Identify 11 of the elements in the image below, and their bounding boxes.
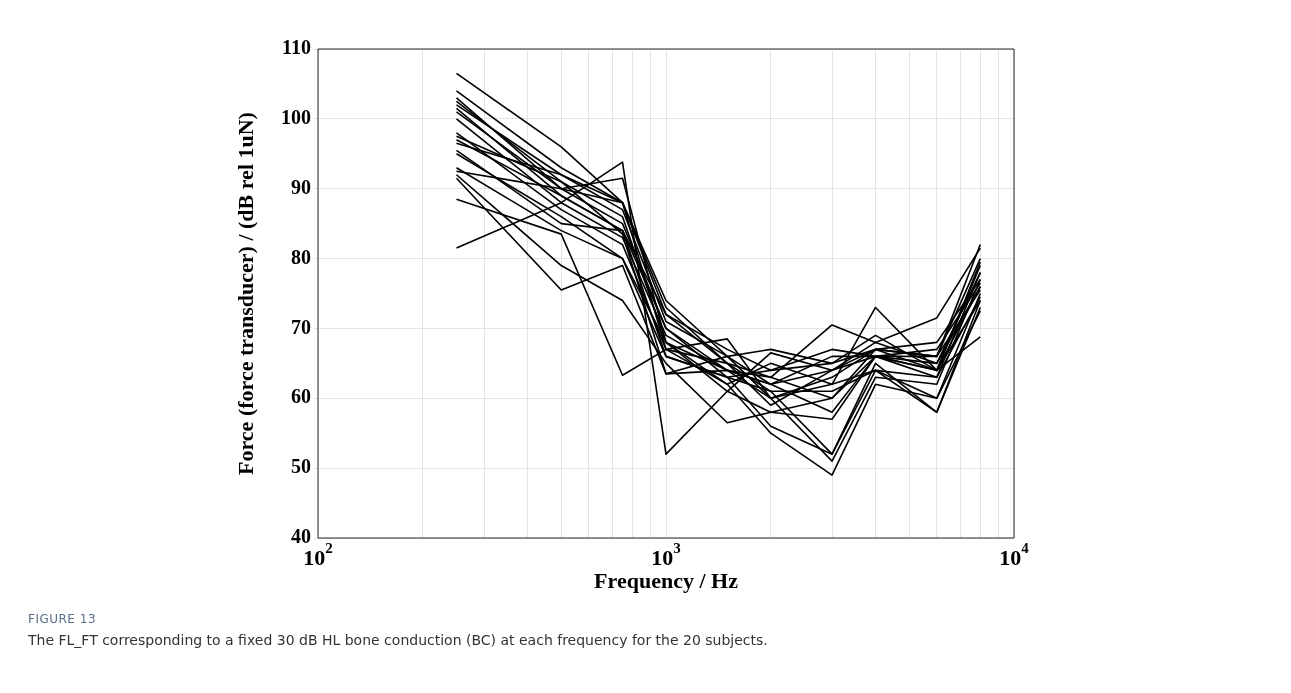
y-tick-label: 70 (291, 315, 311, 338)
y-tick-label: 80 (291, 245, 311, 268)
y-tick-label: 110 (282, 36, 311, 59)
y-tick-label: 50 (291, 455, 311, 478)
y-tick-label: 100 (281, 106, 311, 129)
y-axis-title: Force (force transducer) / (dB rel 1uN) (232, 112, 258, 475)
y-tick-label: 60 (291, 385, 311, 408)
x-axis-title: Frequency / Hz (594, 568, 739, 594)
text: The FL_FT corresponding to a fixed 30 dB HL bone conduction (BC) at each frequency for the 20 subjects. (28, 632, 769, 648)
caption: FIGURE 13 (28, 612, 98, 626)
y-tick-label: 90 (291, 175, 311, 198)
